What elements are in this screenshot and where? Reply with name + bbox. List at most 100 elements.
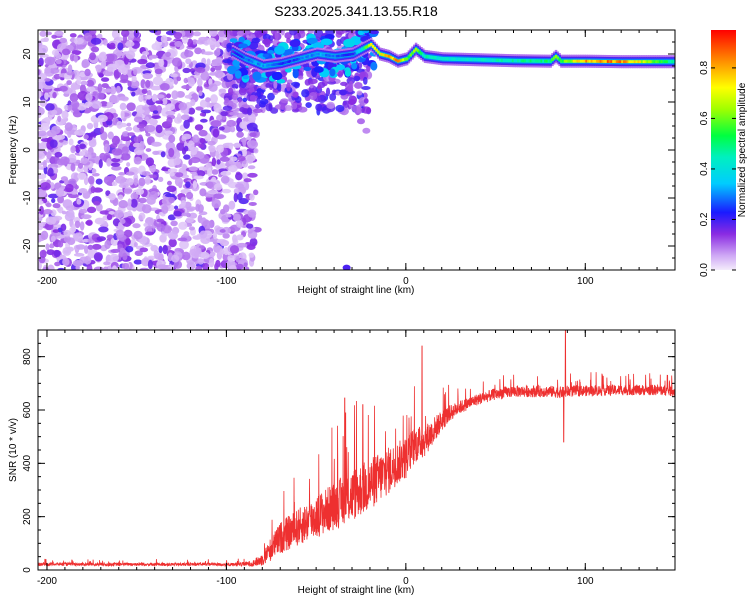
noise-speckle bbox=[210, 67, 216, 73]
noise-speckle bbox=[95, 178, 103, 185]
ridge-core bbox=[527, 59, 531, 63]
noise-speckle bbox=[38, 261, 42, 270]
noise-speckle bbox=[168, 134, 176, 143]
noise-speckle bbox=[117, 194, 124, 200]
noise-speckle bbox=[111, 157, 121, 163]
noise-speckle bbox=[80, 214, 92, 220]
noise-speckle bbox=[138, 177, 146, 187]
snr-ytick-label: 400 bbox=[22, 455, 33, 472]
noise-speckle bbox=[289, 30, 298, 36]
noise-speckle bbox=[65, 183, 74, 193]
noise-speckle bbox=[228, 200, 236, 210]
noise-speckle bbox=[38, 107, 45, 116]
signal-blob bbox=[336, 64, 346, 71]
noise-speckle bbox=[326, 101, 336, 109]
ridge-core bbox=[305, 55, 308, 59]
ridge-core bbox=[386, 54, 389, 58]
ridge-core bbox=[578, 59, 581, 63]
noise-speckle bbox=[45, 202, 52, 208]
noise-speckle bbox=[252, 108, 263, 114]
noise-speckle bbox=[185, 58, 192, 65]
noise-speckle bbox=[218, 88, 227, 93]
snr-xtick-label: 0 bbox=[403, 576, 409, 587]
noise-speckle bbox=[206, 181, 214, 189]
ridge-core bbox=[671, 60, 674, 64]
noise-speckle bbox=[125, 171, 135, 176]
noise-speckle bbox=[120, 73, 129, 83]
noise-speckle bbox=[91, 100, 103, 109]
noise-speckle bbox=[121, 30, 130, 37]
noise-speckle bbox=[138, 94, 144, 103]
ridge-core bbox=[594, 59, 597, 63]
noise-speckle bbox=[86, 86, 96, 92]
ridge-core bbox=[535, 59, 538, 63]
noise-speckle bbox=[38, 130, 47, 137]
noise-speckle bbox=[176, 142, 186, 151]
ridge-core bbox=[673, 60, 675, 64]
noise-speckle bbox=[171, 90, 179, 100]
noise-speckle bbox=[97, 114, 108, 123]
noise-speckle bbox=[92, 243, 102, 250]
noise-speckle bbox=[98, 159, 103, 169]
ridge-core bbox=[387, 55, 391, 58]
ridge-core bbox=[483, 58, 486, 62]
noise-speckle bbox=[76, 199, 82, 205]
ridge-core bbox=[545, 59, 549, 63]
noise-speckle bbox=[115, 37, 120, 41]
noise-speckle bbox=[43, 85, 53, 90]
ridge-core bbox=[359, 48, 362, 52]
noise-speckle bbox=[131, 75, 137, 83]
signal-blob bbox=[324, 34, 335, 40]
ridge-core bbox=[314, 53, 317, 56]
noise-speckle bbox=[304, 79, 311, 86]
noise-speckle bbox=[133, 230, 143, 240]
noise-speckle bbox=[248, 41, 259, 50]
noise-speckle bbox=[220, 170, 232, 176]
noise-speckle bbox=[235, 255, 240, 263]
noise-speckle bbox=[185, 217, 194, 223]
noise-speckle bbox=[38, 151, 46, 160]
noise-speckle bbox=[229, 245, 240, 254]
noise-speckle bbox=[79, 256, 89, 264]
noise-speckle bbox=[161, 205, 169, 214]
signal-blob bbox=[252, 71, 262, 81]
noise-speckle bbox=[226, 119, 236, 127]
ridge-core bbox=[384, 54, 387, 57]
signal-blob bbox=[343, 38, 356, 48]
ridge-core bbox=[608, 60, 612, 63]
noise-speckle bbox=[132, 223, 141, 229]
ridge-core bbox=[465, 58, 468, 61]
noise-speckle bbox=[153, 249, 159, 258]
ridge-core bbox=[238, 54, 242, 58]
ridge-core bbox=[369, 43, 373, 46]
noise-speckle bbox=[219, 156, 230, 162]
noise-speckle bbox=[212, 231, 218, 240]
ridge-core bbox=[438, 56, 441, 60]
noise-speckle bbox=[73, 232, 83, 242]
signal-blob bbox=[292, 69, 299, 79]
noise-speckle bbox=[178, 221, 188, 230]
noise-speckle bbox=[38, 221, 44, 231]
noise-speckle bbox=[86, 263, 93, 270]
noise-speckle bbox=[265, 103, 273, 112]
noise-speckle bbox=[222, 252, 229, 262]
noise-speckle bbox=[106, 66, 114, 72]
ridge-core bbox=[511, 59, 515, 63]
noise-speckle bbox=[62, 199, 73, 209]
ridge-core bbox=[378, 52, 382, 56]
ridge-core bbox=[635, 60, 639, 64]
ridge-core bbox=[352, 52, 355, 56]
noise-speckle bbox=[239, 121, 248, 129]
spectrogram-ytick-label: 10 bbox=[22, 96, 33, 108]
noise-speckle bbox=[104, 53, 115, 62]
noise-speckle bbox=[51, 34, 58, 39]
noise-speckle bbox=[181, 163, 187, 171]
ridge-core bbox=[285, 60, 289, 64]
colorbar-label: Normalized spectral amplitude bbox=[737, 82, 748, 217]
noise-speckle bbox=[133, 68, 138, 76]
ridge-core bbox=[350, 52, 353, 56]
noise-speckle bbox=[145, 231, 155, 236]
noise-speckle bbox=[236, 220, 244, 228]
ridge-core bbox=[648, 60, 651, 64]
noise-speckle bbox=[247, 209, 257, 218]
